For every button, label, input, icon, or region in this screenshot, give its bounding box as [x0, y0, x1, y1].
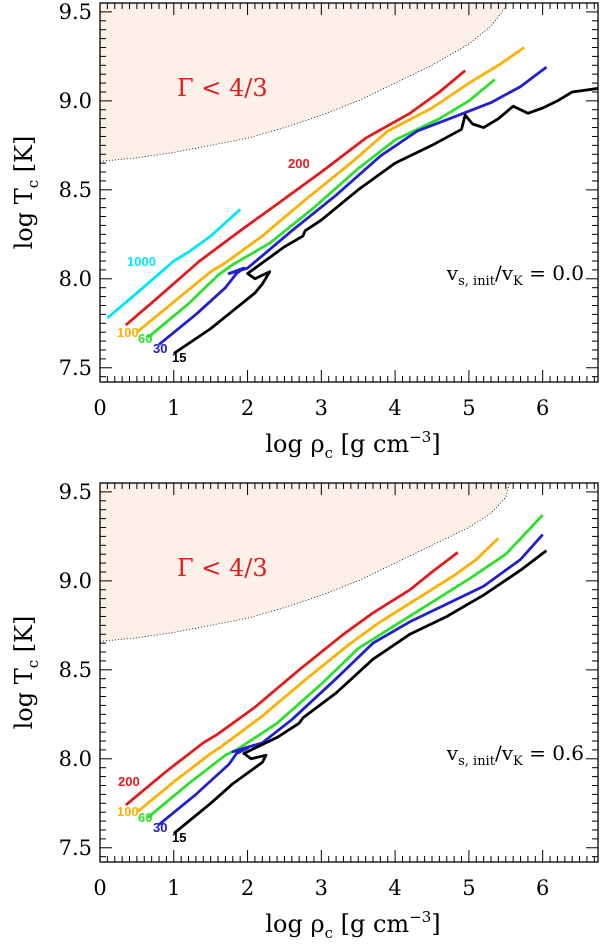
ann-slash-v: /v: [495, 741, 514, 765]
x-axis-title: log ρc [g cm−3]: [265, 428, 440, 462]
ann-v: v: [446, 741, 459, 765]
x-tick-label: 5: [462, 876, 475, 900]
x-tick-label: 5: [462, 396, 475, 420]
x-tick-label: 1: [167, 396, 180, 420]
x-title-sup: −3: [409, 428, 431, 446]
gamma-region-label: Γ < 4/3: [177, 554, 268, 582]
series-line-100: [136, 537, 500, 814]
x-axis-title: log ρc [g cm−3]: [265, 908, 440, 942]
x-title-main: log ρ: [265, 430, 324, 458]
y-axis-title: log Tc [K]: [10, 136, 42, 250]
velocity-annotation: vs, init/vK = 0.0: [446, 261, 584, 289]
series-line-30: [158, 533, 544, 826]
series-line-60: [147, 514, 544, 819]
series-line-15: [173, 87, 598, 355]
y-title-sub: c: [24, 660, 42, 668]
series-line-200: [124, 69, 467, 327]
y-tick-label: 7.5: [59, 836, 92, 860]
series-line-200: [124, 551, 459, 807]
ann-slash-v: /v: [495, 261, 514, 285]
x-tick-label: 4: [388, 876, 401, 900]
x-tick-label: 6: [536, 396, 549, 420]
x-title-sub: c: [325, 444, 333, 462]
x-tick-label: 1: [167, 876, 180, 900]
series-label-100: 100: [117, 325, 139, 340]
gamma-region: [100, 3, 508, 162]
y-tick-label: 9.0: [59, 569, 92, 593]
ann-v: v: [446, 261, 459, 285]
series-label-1000: 1000: [127, 254, 156, 269]
plot-frame: [99, 482, 599, 863]
x-title-unit: [g cm: [333, 430, 409, 458]
series-label-200: 200: [118, 774, 140, 789]
series-label-60: 60: [138, 810, 152, 825]
x-tick-label: 6: [536, 876, 549, 900]
gamma-region: [100, 483, 510, 642]
ann-sub-s-init: s, init: [458, 274, 496, 289]
series-label-30: 30: [153, 820, 167, 835]
velocity-annotation: vs, init/vK = 0.6: [446, 741, 584, 769]
ann-sub-k: K: [513, 754, 523, 769]
y-tick-label: 8.0: [59, 267, 92, 291]
gamma-region-label: Γ < 4/3: [177, 74, 268, 102]
y-tick-label: 7.5: [59, 356, 92, 380]
y-axis-title: log Tc [K]: [10, 616, 42, 730]
series-line-100: [136, 46, 525, 334]
y-title-main: log T: [10, 668, 38, 729]
x-tick-label: 3: [315, 876, 328, 900]
x-title-sup: −3: [409, 908, 431, 926]
series-line-15: [172, 549, 548, 835]
gamma-boundary-line: [100, 483, 510, 642]
x-tick-label: 0: [93, 876, 106, 900]
ann-eq: = 0.0: [523, 261, 584, 285]
gamma-boundary-line: [100, 3, 508, 162]
series-label-30: 30: [153, 341, 167, 356]
series-label-15: 15: [172, 350, 186, 365]
y-tick-label: 8.0: [59, 747, 92, 771]
ann-sub-s-init: s, init: [458, 754, 496, 769]
ann-sub-k: K: [513, 274, 523, 289]
x-tick-label: 2: [241, 396, 254, 420]
y-tick-label: 9.5: [59, 480, 92, 504]
x-title-sub: c: [325, 924, 333, 942]
y-tick-label: 8.5: [59, 178, 92, 202]
y-title-sub: c: [24, 180, 42, 188]
series-label-100: 100: [117, 804, 139, 819]
x-tick-label: 3: [315, 396, 328, 420]
y-title-unit: [K]: [10, 136, 38, 180]
x-tick-label: 2: [241, 876, 254, 900]
x-title-close: ]: [431, 910, 440, 938]
x-title-close: ]: [431, 430, 440, 458]
y-tick-label: 9.5: [59, 0, 92, 24]
y-tick-label: 9.0: [59, 89, 92, 113]
series-line-60: [147, 78, 496, 339]
x-title-main: log ρ: [265, 910, 324, 938]
y-tick-label: 8.5: [59, 658, 92, 682]
series-label-200: 200: [288, 156, 310, 171]
plot-frame: [99, 2, 599, 383]
series-label-15: 15: [172, 830, 186, 845]
y-title-unit: [K]: [10, 616, 38, 660]
ann-eq: = 0.6: [523, 741, 584, 765]
series-line-30: [158, 65, 548, 346]
y-title-main: log T: [10, 188, 38, 249]
series-line-1000: [106, 208, 242, 319]
x-tick-label: 4: [388, 396, 401, 420]
x-tick-label: 0: [93, 396, 106, 420]
series-label-60: 60: [138, 331, 152, 346]
x-title-unit: [g cm: [333, 910, 409, 938]
